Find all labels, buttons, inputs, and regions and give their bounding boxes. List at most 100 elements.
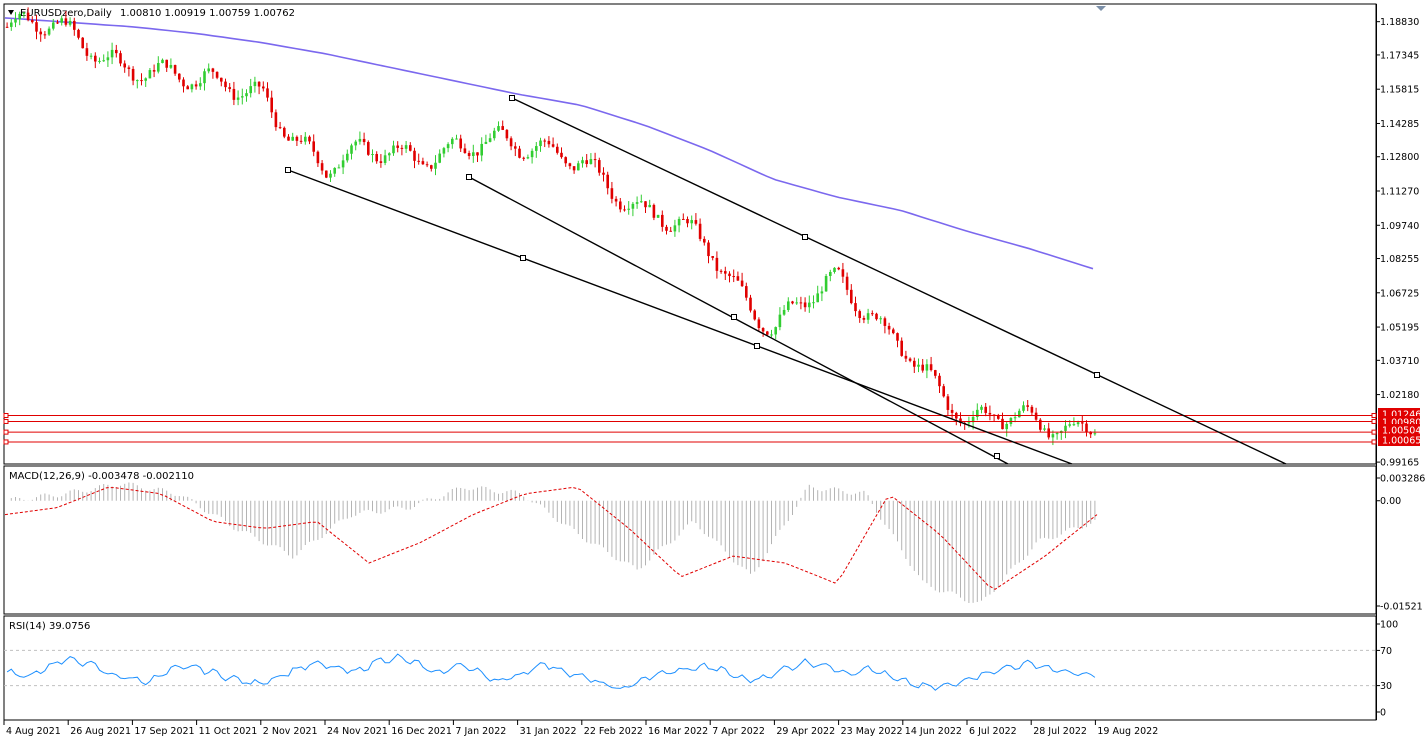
candle-bear <box>115 49 118 54</box>
trend-handle <box>509 95 515 101</box>
candle-bear <box>1034 412 1038 420</box>
candle-bear <box>518 148 521 158</box>
candle-bear <box>274 112 278 128</box>
candle-bear <box>749 297 752 311</box>
candle-bear <box>803 302 807 308</box>
candle-bull <box>14 19 17 23</box>
candle-bull <box>383 155 387 163</box>
candle-bull <box>442 148 446 154</box>
candle-bull <box>47 28 51 35</box>
price-tick-label: 1.12800 <box>1380 152 1419 163</box>
candle-bear <box>908 358 912 361</box>
candle-bear <box>728 273 731 277</box>
candle-bear <box>887 325 891 330</box>
candle-bull <box>1043 428 1046 430</box>
candle-bear <box>400 147 404 149</box>
candle-bear <box>325 170 328 178</box>
time-tick-label: 24 Nov 2021 <box>327 726 388 737</box>
candle-bull <box>1013 417 1017 419</box>
candle-bull <box>778 314 782 328</box>
candle-bull <box>530 150 534 158</box>
chart-shift-marker-icon[interactable] <box>1096 6 1106 11</box>
candle-bear <box>396 145 399 148</box>
trendlines-layer[interactable] <box>285 95 1287 465</box>
candle-bull <box>434 162 437 169</box>
candle-bull <box>648 204 651 208</box>
candle-bull <box>820 291 824 294</box>
candle-bear <box>791 301 794 304</box>
candle-bull <box>488 138 492 142</box>
candle-bear <box>73 20 76 30</box>
candle-bear <box>707 242 710 257</box>
candle-bull <box>833 267 836 272</box>
candle-bear <box>724 271 727 274</box>
candle-bull <box>350 145 353 154</box>
level-handle-right <box>1371 413 1377 419</box>
candle-bear <box>753 310 756 320</box>
candle-bull <box>236 97 240 100</box>
candle-bear <box>799 302 803 304</box>
candle-bull <box>829 271 832 277</box>
candle-bull <box>635 202 639 204</box>
candle-bear <box>270 97 273 113</box>
candle-bull <box>392 145 395 154</box>
rsi-line <box>6 653 1096 691</box>
candle-bull <box>455 138 458 140</box>
symbol-menu-icon[interactable] <box>8 10 14 15</box>
candle-bear <box>186 86 189 90</box>
candle-bear <box>556 146 559 153</box>
rsi-label: RSI(14) 39.0756 <box>9 621 90 632</box>
candle-bull <box>157 63 160 72</box>
candle-bear <box>375 154 378 162</box>
candle-bear <box>682 218 685 220</box>
candle-bear <box>950 409 954 413</box>
candle-bear <box>509 138 513 147</box>
candle-bear <box>514 146 517 149</box>
candle-bull <box>1093 433 1097 435</box>
candle-bear <box>278 127 282 129</box>
candle-bull <box>577 163 580 171</box>
candle-bull <box>535 146 538 151</box>
candle-bull <box>371 154 374 156</box>
macd-signal-line <box>4 486 1098 590</box>
candle-bear <box>257 81 261 87</box>
level-price-box <box>1378 424 1420 436</box>
candle-bear <box>1001 418 1004 430</box>
macd-tick-label: 0.003286 <box>1380 474 1425 485</box>
price-tick-label: 1.18830 <box>1380 17 1419 28</box>
candle-bear <box>913 360 916 367</box>
ohlc-label: 1.00810 1.00919 1.00759 1.00762 <box>120 8 295 19</box>
candles-layer <box>5 7 1097 446</box>
candle-bull <box>253 81 257 87</box>
time-tick-label: 16 Mar 2022 <box>648 726 708 737</box>
candle-bull <box>333 167 336 174</box>
candle-bear <box>988 412 992 415</box>
candle-bull <box>824 276 828 292</box>
candle-bear <box>421 161 425 165</box>
trend-handle <box>802 234 808 240</box>
price-tick-label: 1.09740 <box>1380 221 1419 232</box>
candle-bear <box>665 226 668 231</box>
candle-bear <box>560 152 563 158</box>
candle-bear <box>308 136 311 142</box>
candle-bull <box>10 22 13 27</box>
candle-bull <box>388 153 391 156</box>
moving-average-layer <box>4 17 1094 270</box>
candle-bear <box>379 161 383 163</box>
price-tick-label: 0.99165 <box>1380 458 1419 469</box>
candle-bull <box>774 327 777 335</box>
candle-bear <box>854 303 857 312</box>
level-price-label: 1.00980 <box>1382 418 1421 429</box>
price-axis: 1.18830 1.17345 1.15815 1.14285 1.12800 1.112… <box>1376 17 1419 469</box>
candle-bear <box>39 31 42 35</box>
trend-handle <box>1094 372 1100 378</box>
candle-bear <box>623 209 626 211</box>
level-price-box <box>1378 434 1420 446</box>
candle-bear <box>178 73 181 80</box>
trend-line <box>511 97 1287 465</box>
candle-bear <box>85 48 89 56</box>
candle-bull <box>787 301 790 310</box>
candle-bear <box>127 67 131 69</box>
